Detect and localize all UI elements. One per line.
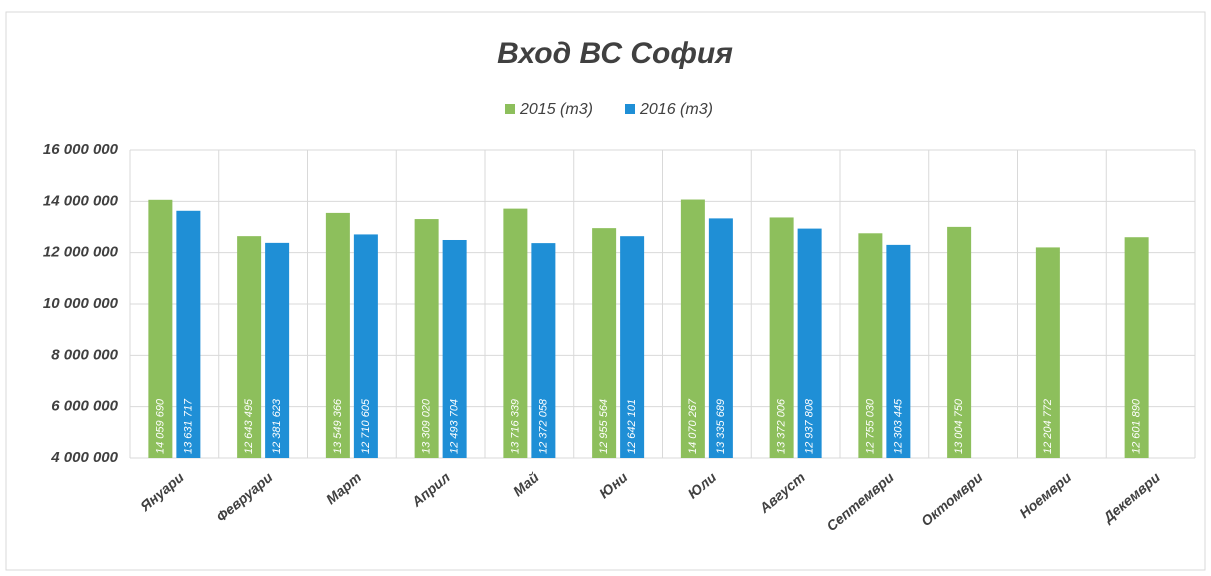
value-label: 12 955 564 (598, 399, 610, 454)
y-tick-label: 10 000 000 (43, 295, 119, 312)
bar (1035, 247, 1060, 458)
value-label: 12 643 495 (243, 398, 255, 454)
bar (325, 212, 350, 458)
bar (148, 199, 173, 459)
bar (353, 234, 378, 458)
value-label: 12 372 058 (537, 398, 549, 454)
bar (858, 233, 883, 458)
bar (947, 226, 972, 458)
bar (886, 244, 911, 458)
bar (592, 228, 617, 458)
value-label: 14 059 690 (154, 398, 166, 454)
bar (769, 217, 794, 458)
legend-label: 2015 (m3) (519, 101, 593, 118)
value-label: 13 335 689 (715, 399, 727, 454)
legend-swatch (625, 104, 635, 114)
bar (620, 236, 645, 458)
bar (414, 219, 439, 458)
y-tick-label: 16 000 000 (43, 141, 119, 158)
bar (265, 242, 290, 458)
chart-title: Вход ВС София (497, 37, 733, 70)
value-label: 13 004 750 (953, 398, 965, 454)
value-label: 12 303 445 (892, 398, 904, 454)
value-label: 13 631 717 (182, 398, 194, 454)
value-label: 12 937 808 (804, 398, 816, 454)
value-label: 14 070 267 (687, 398, 699, 454)
y-tick-label: 8 000 000 (51, 346, 118, 363)
bar (237, 236, 262, 458)
bar (1124, 237, 1149, 458)
value-label: 12 381 623 (271, 398, 283, 454)
bar (680, 199, 705, 458)
value-label: 12 601 890 (1131, 398, 1143, 454)
value-label: 12 204 772 (1042, 399, 1054, 454)
value-label: 13 549 366 (332, 398, 344, 454)
y-tick-label: 6 000 000 (51, 398, 118, 415)
bar (503, 208, 528, 458)
legend-swatch (505, 104, 515, 114)
value-label: 13 716 339 (509, 399, 521, 454)
value-label: 12 642 101 (626, 399, 638, 454)
y-tick-label: 12 000 000 (43, 244, 119, 261)
legend-label: 2016 (m3) (639, 101, 713, 118)
bar (442, 239, 467, 458)
value-label: 12 710 605 (360, 398, 372, 454)
bar (797, 228, 822, 458)
y-tick-label: 4 000 000 (50, 449, 118, 466)
value-label: 12 755 030 (864, 398, 876, 454)
y-tick-label: 14 000 000 (43, 192, 119, 209)
value-label: 13 372 006 (776, 398, 788, 454)
bar (531, 243, 556, 458)
bar (708, 218, 733, 458)
value-label: 12 493 704 (449, 399, 461, 454)
bar (176, 210, 201, 458)
value-label: 13 309 020 (421, 398, 433, 454)
